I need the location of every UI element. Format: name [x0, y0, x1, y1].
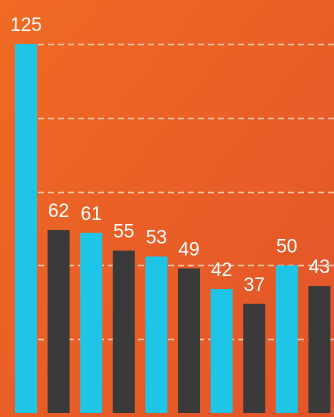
bar-9 [275, 265, 298, 413]
bar-8 [243, 303, 266, 413]
bar-3 [80, 232, 103, 413]
value-label-1: 125 [10, 15, 42, 36]
value-label-8: 37 [244, 275, 265, 296]
value-label-7: 42 [211, 260, 232, 281]
value-label-2: 62 [48, 201, 69, 222]
bars [15, 44, 331, 413]
value-label-10: 43 [309, 257, 330, 278]
value-label-6: 49 [178, 239, 199, 260]
bar-2 [47, 230, 70, 413]
bar-4 [112, 250, 135, 413]
bar-10 [308, 286, 331, 413]
value-labels: 125 62 61 55 53 49 42 37 50 43 [10, 15, 330, 296]
value-label-4: 55 [113, 222, 134, 243]
value-label-5: 53 [146, 228, 167, 249]
value-label-3: 61 [81, 204, 102, 225]
bar-6 [178, 268, 200, 413]
bar-7 [210, 289, 233, 413]
bar-5 [145, 256, 168, 413]
value-label-9: 50 [276, 236, 297, 257]
bar-1 [15, 44, 37, 413]
